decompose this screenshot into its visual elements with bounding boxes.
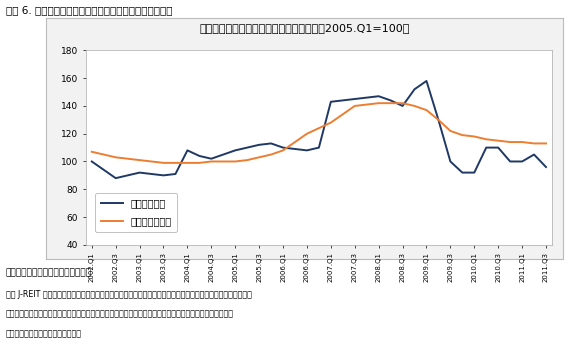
鑑定評価額指数 [112, 155, 119, 159]
鑑定評価額指数 [351, 104, 358, 108]
取引価格指数 [292, 147, 299, 151]
鑑定評価額指数 [304, 131, 311, 136]
Text: 図表 6. オフィスの取引価格指数と鑑定評価額指数の推移: 図表 6. オフィスの取引価格指数と鑑定評価額指数の推移 [6, 5, 172, 15]
鑑定評価額指数 [387, 101, 394, 105]
取引価格指数 [316, 145, 323, 150]
取引価格指数 [112, 176, 119, 180]
Text: 価格形成要因を統計モデルにより排除し、取引価格・継続鑑定評価額の時系列変化のみを抽出した指数: 価格形成要因を統計モデルにより排除し、取引価格・継続鑑定評価額の時系列変化のみを… [6, 310, 234, 319]
取引価格指数 [304, 148, 311, 153]
鑑定評価額指数 [232, 159, 239, 164]
取引価格指数 [351, 97, 358, 101]
鑑定評価額指数 [292, 140, 299, 144]
取引価格指数 [208, 157, 214, 161]
鑑定評価額指数 [280, 148, 287, 153]
鑑定評価額指数 [531, 141, 538, 145]
取引価格指数 [495, 145, 502, 150]
Text: （品質調整済価格指数）である: （品質調整済価格指数）である [6, 329, 82, 338]
取引価格指数 [387, 98, 394, 103]
取引価格指数 [519, 159, 526, 164]
鑑定評価額指数 [543, 141, 550, 145]
鑑定評価額指数 [375, 101, 382, 105]
取引価格指数 [244, 145, 251, 150]
鑑定評価額指数 [184, 161, 191, 165]
鑑定評価額指数 [100, 152, 107, 157]
鑑定評価額指数 [507, 140, 514, 144]
取引価格指数 [411, 87, 418, 91]
鑑定評価額指数 [256, 155, 263, 159]
取引価格指数 [423, 79, 430, 83]
鑑定評価額指数 [363, 102, 370, 107]
鑑定評価額指数 [208, 159, 214, 164]
鑑定評価額指数 [196, 161, 203, 165]
鑑定評価額指数 [423, 108, 430, 112]
取引価格指数 [256, 143, 263, 147]
Text: 注） J-REIT 保有オフィスビルの取引価格および継続鑑定評価額を対象とし、不動産の立地・建物属性等による: 注） J-REIT 保有オフィスビルの取引価格および継続鑑定評価額を対象とし、不… [6, 290, 252, 299]
鑑定評価額指数 [339, 112, 346, 116]
鑑定評価額指数 [88, 150, 95, 154]
取引価格指数 [543, 165, 550, 169]
取引価格指数 [184, 148, 191, 153]
鑑定評価額指数 [435, 118, 442, 122]
取引価格指数 [232, 148, 239, 153]
鑑定評価額指数 [327, 121, 334, 125]
鑑定評価額指数 [483, 137, 490, 141]
Text: オフィス取引価格指数と鑑定評価額指数（2005.Q1=100）: オフィス取引価格指数と鑑定評価額指数（2005.Q1=100） [200, 23, 410, 33]
取引価格指数 [531, 152, 538, 157]
鑑定評価額指数 [136, 158, 143, 162]
取引価格指数 [220, 152, 227, 157]
取引価格指数 [268, 141, 275, 145]
取引価格指数 [280, 145, 287, 150]
取引価格指数 [136, 170, 143, 175]
取引価格指数 [339, 98, 346, 103]
鑑定評価額指数 [495, 139, 502, 143]
鑑定評価額指数 [471, 134, 478, 139]
鑑定評価額指数 [268, 152, 275, 157]
取引価格指数 [507, 159, 514, 164]
鑑定評価額指数 [519, 140, 526, 144]
鑑定評価額指数 [220, 159, 227, 164]
鑑定評価額指数 [459, 133, 466, 137]
取引価格指数 [124, 173, 131, 177]
鑑定評価額指数 [244, 158, 251, 162]
取引価格指数 [160, 173, 167, 177]
取引価格指数 [399, 104, 406, 108]
取引価格指数 [483, 145, 490, 150]
取引価格指数 [471, 170, 478, 175]
取引価格指数 [375, 94, 382, 98]
Line: 取引価格指数: 取引価格指数 [92, 81, 546, 178]
取引価格指数 [363, 95, 370, 100]
取引価格指数 [100, 168, 107, 172]
鑑定評価額指数 [316, 126, 323, 130]
取引価格指数 [459, 170, 466, 175]
鑑定評価額指数 [411, 104, 418, 108]
鑑定評価額指数 [160, 161, 167, 165]
取引価格指数 [88, 159, 95, 164]
Line: 鑑定評価額指数: 鑑定評価額指数 [92, 103, 546, 163]
鑑定評価額指数 [447, 129, 454, 133]
Legend: 取引価格指数, 鑑定評価額指数: 取引価格指数, 鑑定評価額指数 [96, 193, 177, 232]
鑑定評価額指数 [172, 161, 179, 165]
鑑定評価額指数 [399, 101, 406, 105]
取引価格指数 [435, 118, 442, 122]
Text: 出所）三井住友トラスト基礎研究所: 出所）三井住友トラスト基礎研究所 [6, 268, 92, 277]
取引価格指数 [148, 172, 155, 176]
鑑定評価額指数 [148, 159, 155, 164]
取引価格指数 [196, 154, 203, 158]
鑑定評価額指数 [124, 157, 131, 161]
取引価格指数 [172, 172, 179, 176]
取引価格指数 [327, 100, 334, 104]
取引価格指数 [447, 159, 454, 164]
